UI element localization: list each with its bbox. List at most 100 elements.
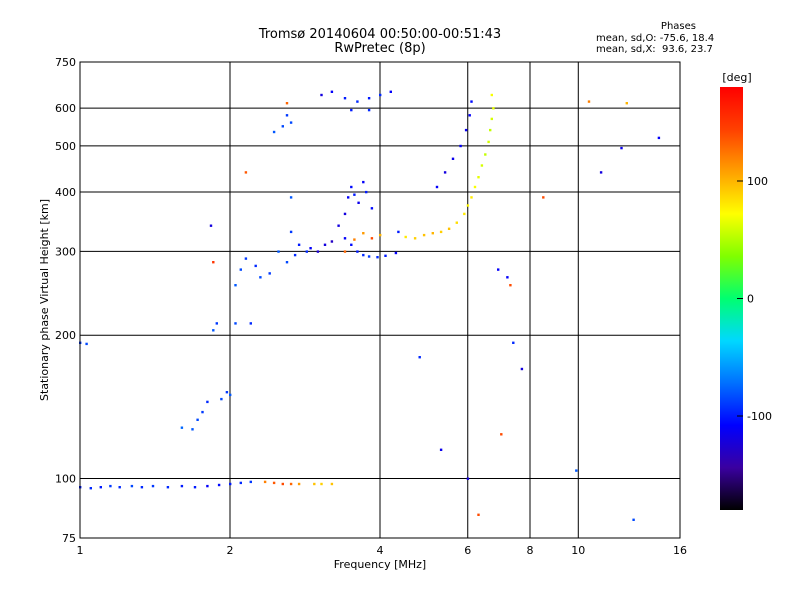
data-point	[347, 196, 350, 199]
data-point	[320, 482, 323, 486]
data-point	[229, 482, 232, 486]
data-point	[466, 204, 470, 207]
x-axis-ticks: 1 2 4 6 8 10 16	[77, 544, 688, 557]
data-point	[316, 250, 320, 253]
chart-subtitle: RwPretec (8p)	[334, 41, 426, 56]
data-point	[249, 322, 252, 325]
y-axis-label: Stationary phase Virtual Height [km]	[38, 199, 51, 401]
data-point	[620, 146, 623, 150]
data-point	[464, 128, 468, 132]
data-point	[455, 221, 458, 224]
y-tick-label: 100	[55, 473, 76, 486]
y-tick-label: 500	[55, 140, 76, 153]
data-point	[477, 176, 480, 179]
data-point	[497, 268, 500, 271]
colorbar-ticks: 100 0 -100	[737, 175, 772, 423]
y-tick-label: 600	[55, 102, 76, 115]
data-point	[367, 97, 371, 100]
data-point	[130, 484, 134, 488]
data-point	[239, 481, 242, 485]
data-point	[201, 410, 204, 414]
data-point	[509, 284, 512, 287]
data-point	[297, 243, 301, 246]
data-point	[356, 100, 359, 103]
data-point	[350, 108, 353, 112]
data-point	[357, 201, 360, 204]
data-point	[379, 233, 382, 237]
data-point	[180, 484, 184, 488]
colorbar-tick-label: 0	[747, 293, 754, 306]
colorbar	[720, 87, 743, 510]
data-point	[477, 513, 480, 516]
data-point	[520, 367, 524, 371]
colorbar-tick-label: 100	[747, 175, 768, 188]
data-point	[343, 250, 347, 253]
data-point	[657, 136, 661, 140]
data-point	[239, 268, 242, 271]
x-tick-label: 6	[464, 544, 471, 557]
x-tick-label: 2	[227, 544, 234, 557]
data-point	[451, 157, 455, 160]
data-point	[118, 486, 121, 489]
data-point	[435, 185, 439, 189]
data-point	[272, 481, 276, 485]
data-point	[191, 428, 194, 431]
data-point	[309, 247, 312, 250]
data-point	[439, 230, 443, 234]
data-point	[625, 102, 628, 105]
data-point	[370, 237, 374, 240]
data-point	[206, 400, 209, 404]
data-point	[362, 232, 365, 235]
data-point	[281, 482, 284, 486]
data-point	[285, 261, 289, 264]
data-point	[89, 487, 92, 490]
chart-title: Tromsø 20140604 00:50:00-00:51:43	[258, 27, 502, 42]
data-point	[209, 224, 213, 227]
data-point	[599, 171, 603, 174]
data-point	[376, 256, 379, 259]
data-point	[330, 90, 334, 93]
data-point	[362, 180, 365, 184]
data-point	[212, 261, 215, 264]
data-point	[394, 251, 398, 255]
data-point	[293, 253, 297, 257]
data-point	[384, 254, 387, 257]
data-point	[370, 207, 374, 210]
data-point	[196, 418, 199, 421]
data-point	[492, 107, 495, 110]
colorbar-tick-label: -100	[747, 410, 772, 423]
data-point	[490, 93, 493, 97]
data-point	[343, 212, 347, 216]
data-point	[220, 397, 223, 401]
data-point	[463, 212, 466, 216]
data-point	[365, 190, 368, 194]
data-point	[289, 196, 293, 199]
data-point	[193, 486, 197, 489]
data-point	[575, 469, 578, 472]
data-point	[500, 433, 503, 436]
data-point	[379, 93, 382, 97]
data-point	[166, 486, 170, 489]
x-tick-label: 1	[77, 544, 84, 557]
x-tick-label: 8	[527, 544, 534, 557]
x-tick-label: 4	[377, 544, 384, 557]
data-point	[277, 250, 280, 253]
data-point	[443, 171, 447, 174]
data-point	[367, 255, 371, 258]
data-point	[289, 121, 293, 124]
data-point	[225, 391, 229, 394]
data-point	[289, 230, 293, 234]
data-point	[506, 276, 509, 279]
data-point	[305, 250, 308, 253]
data-point	[343, 237, 347, 240]
data-point	[468, 114, 471, 117]
data-point	[484, 153, 487, 156]
data-point	[99, 486, 102, 489]
data-point	[215, 322, 218, 325]
data-point	[244, 171, 248, 174]
data-point	[85, 342, 88, 346]
data-point	[489, 128, 492, 132]
data-point	[272, 130, 276, 134]
data-point	[217, 483, 221, 487]
data-point	[404, 235, 407, 239]
